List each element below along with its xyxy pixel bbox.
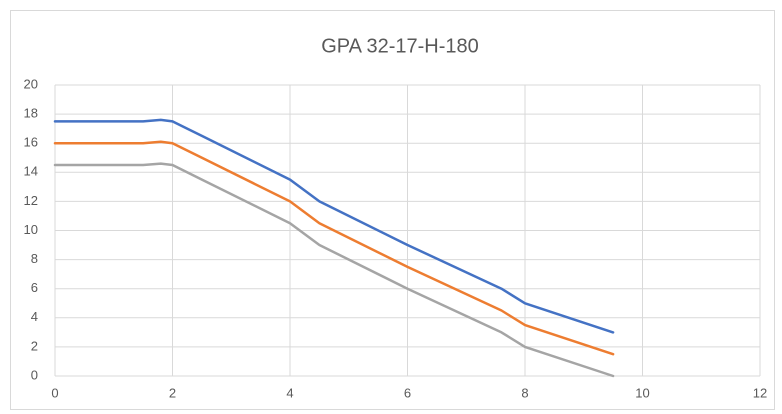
y-tick-label: 20	[24, 76, 38, 91]
x-tick-label: 12	[753, 385, 767, 400]
y-tick-label: 6	[31, 280, 38, 295]
chart-title: GPA 32-17-H-180	[321, 35, 479, 57]
x-tick-label: 4	[286, 385, 293, 400]
y-tick-label: 14	[24, 164, 38, 179]
y-tick-label: 2	[31, 338, 38, 353]
x-tick-label: 10	[635, 385, 649, 400]
chart-border	[10, 10, 775, 410]
x-tick-label: 8	[521, 385, 528, 400]
y-tick-label: 18	[24, 106, 38, 121]
x-tick-label: 0	[51, 385, 58, 400]
series-line	[53, 140, 615, 356]
y-tick-label: 0	[31, 367, 38, 382]
x-tick-label: 2	[169, 385, 176, 400]
y-tick-label: 12	[24, 193, 38, 208]
x-tick-label: 6	[404, 385, 411, 400]
y-tick-label: 8	[31, 251, 38, 266]
y-tick-label: 4	[31, 309, 38, 324]
y-tick-label: 10	[24, 222, 38, 237]
y-tick-label: 16	[24, 135, 38, 150]
series-line	[53, 118, 615, 334]
series-line	[53, 162, 615, 378]
